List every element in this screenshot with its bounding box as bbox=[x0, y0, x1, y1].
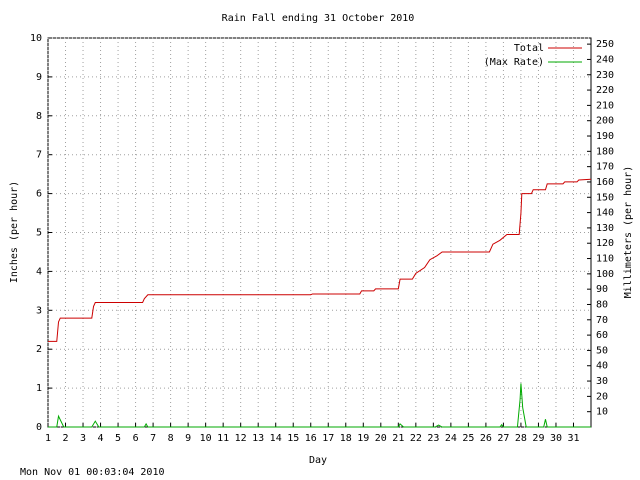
x-tick-label: 10 bbox=[200, 433, 212, 444]
series-line bbox=[48, 383, 591, 428]
y2-tick-label: 10 bbox=[596, 407, 608, 418]
y-tick-label: 6 bbox=[36, 189, 42, 200]
y2-tick-label: 150 bbox=[596, 192, 614, 203]
y2-tick-label: 190 bbox=[596, 131, 614, 142]
x-tick-label: 14 bbox=[270, 433, 282, 444]
x-tick-label: 22 bbox=[410, 433, 422, 444]
y-tick-label: 8 bbox=[36, 111, 42, 122]
y2-tick-label: 100 bbox=[596, 269, 614, 280]
x-tick-label: 23 bbox=[427, 433, 439, 444]
x-tick-label: 24 bbox=[445, 433, 457, 444]
y2-tick-label: 30 bbox=[596, 376, 608, 387]
y2-tick-label: 80 bbox=[596, 299, 608, 310]
y2-tick-label: 170 bbox=[596, 162, 614, 173]
x-tick-label: 21 bbox=[392, 433, 404, 444]
x-tick-label: 29 bbox=[532, 433, 544, 444]
x-tick-label: 11 bbox=[217, 433, 229, 444]
y-tick-label: 7 bbox=[36, 150, 42, 161]
x-tick-label: 31 bbox=[567, 433, 579, 444]
x-tick-label: 3 bbox=[80, 433, 86, 444]
y2-tick-label: 20 bbox=[596, 391, 608, 402]
x-tick-label: 19 bbox=[357, 433, 369, 444]
y2-tick-label: 40 bbox=[596, 361, 608, 372]
series-line bbox=[48, 178, 592, 342]
y2-tick-label: 230 bbox=[596, 70, 614, 81]
footer: Mon Nov 01 00:03:04 2010 bbox=[20, 467, 165, 478]
y-tick-label: 2 bbox=[36, 344, 42, 355]
y2-tick-label: 60 bbox=[596, 330, 608, 341]
x-tick-label: 12 bbox=[235, 433, 247, 444]
x-tick-label: 28 bbox=[515, 433, 527, 444]
y2-tick-label: 140 bbox=[596, 208, 614, 219]
y-tick-label: 10 bbox=[30, 33, 42, 44]
x-tick-label: 7 bbox=[150, 433, 156, 444]
legend-label: (Max Rate) bbox=[484, 57, 544, 68]
y2-tick-label: 220 bbox=[596, 85, 614, 96]
y2-tick-label: 130 bbox=[596, 223, 614, 234]
x-tick-label: 8 bbox=[168, 433, 174, 444]
y2-tick-label: 120 bbox=[596, 238, 614, 249]
x-tick-label: 18 bbox=[340, 433, 352, 444]
y2-tick-label: 90 bbox=[596, 284, 608, 295]
y-tick-label: 4 bbox=[36, 266, 42, 277]
y-axis-label: Inches (per hour) bbox=[9, 181, 20, 283]
x-tick-label: 6 bbox=[133, 433, 139, 444]
y-tick-label: 0 bbox=[36, 422, 42, 433]
x-tick-label: 1 bbox=[45, 433, 51, 444]
x-tick-label: 15 bbox=[287, 433, 299, 444]
x-tick-label: 9 bbox=[185, 433, 191, 444]
x-tick-label: 25 bbox=[462, 433, 474, 444]
y2-tick-label: 110 bbox=[596, 254, 614, 265]
legend-label: Total bbox=[514, 43, 544, 54]
x-tick-label: 17 bbox=[322, 433, 334, 444]
x-tick-label: 13 bbox=[252, 433, 264, 444]
x-tick-label: 2 bbox=[63, 433, 69, 444]
y2-tick-label: 160 bbox=[596, 177, 614, 188]
y2-tick-label: 240 bbox=[596, 54, 614, 65]
x-tick-label: 5 bbox=[115, 433, 121, 444]
y2-axis-label: Millimeters (per hour) bbox=[623, 166, 634, 298]
y2-tick-label: 200 bbox=[596, 116, 614, 127]
y-tick-label: 3 bbox=[36, 305, 42, 316]
y2-tick-label: 250 bbox=[596, 39, 614, 50]
x-tick-label: 20 bbox=[375, 433, 387, 444]
chart-title: Rain Fall ending 31 October 2010 bbox=[222, 13, 415, 24]
y2-tick-label: 180 bbox=[596, 146, 614, 157]
x-tick-label: 30 bbox=[550, 433, 562, 444]
x-tick-label: 4 bbox=[98, 433, 104, 444]
x-tick-label: 27 bbox=[497, 433, 509, 444]
y-tick-label: 9 bbox=[36, 72, 42, 83]
y2-tick-label: 210 bbox=[596, 100, 614, 111]
x-tick-label: 16 bbox=[305, 433, 317, 444]
y-tick-label: 5 bbox=[36, 228, 42, 239]
x-tick-label: 26 bbox=[480, 433, 492, 444]
y2-tick-label: 70 bbox=[596, 315, 608, 326]
y2-tick-label: 50 bbox=[596, 345, 608, 356]
y-tick-label: 1 bbox=[36, 383, 42, 394]
x-axis-label: Day bbox=[309, 455, 327, 466]
